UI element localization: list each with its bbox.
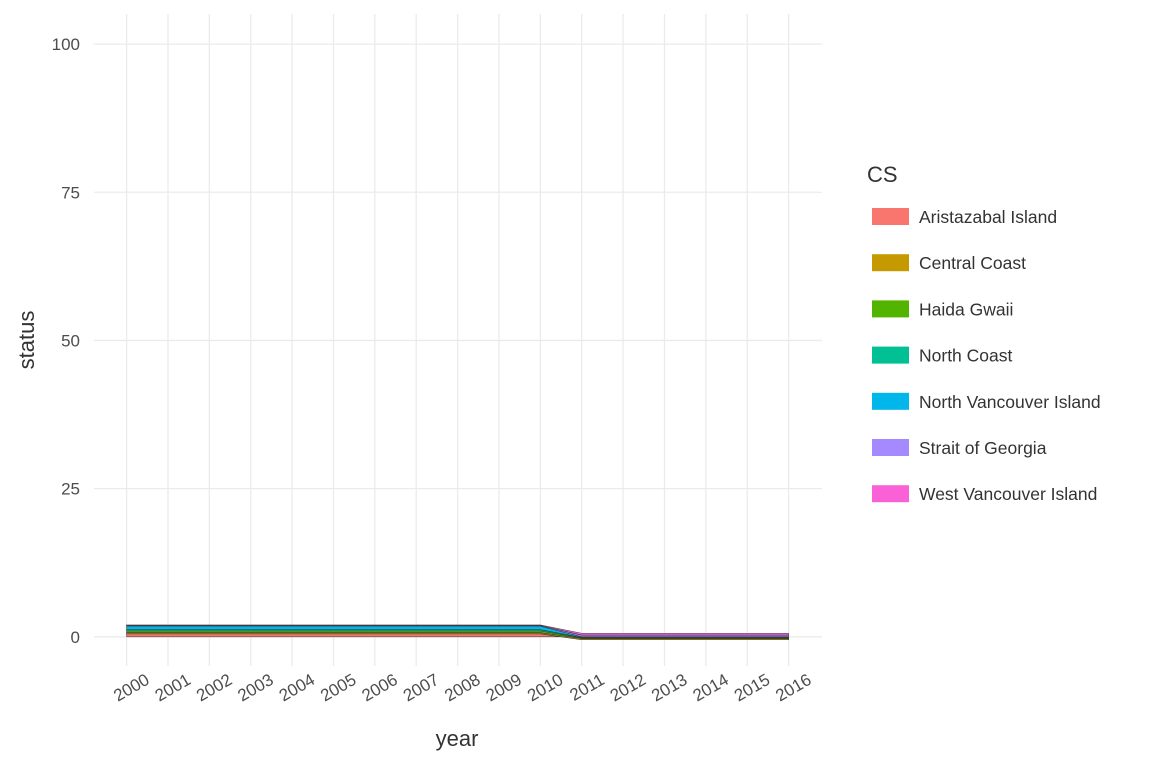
x-tick-label: 2013 xyxy=(648,670,690,705)
legend-label: Aristazabal Island xyxy=(919,207,1057,227)
legend-swatch xyxy=(872,208,909,225)
plot-areas xyxy=(126,624,789,641)
legend-swatch xyxy=(872,300,909,318)
x-tick-label: 2000 xyxy=(110,670,152,705)
x-axis-ticks: 2000 2001 2002 2003 2004 2005 2006 2007 2008 2009… xyxy=(110,670,814,705)
grid xyxy=(94,14,822,666)
y-axis-title: status xyxy=(14,311,39,370)
x-tick-label: 2004 xyxy=(276,670,318,705)
x-tick-label: 2007 xyxy=(400,670,442,705)
x-tick-label: 2003 xyxy=(234,670,276,705)
legend: CS Aristazabal Island Central Coast Haida … xyxy=(867,162,1101,504)
legend-label: West Vancouver Island xyxy=(919,484,1097,504)
x-tick-label: 2016 xyxy=(772,670,814,705)
x-tick-label: 2009 xyxy=(483,670,525,705)
y-tick-label: 100 xyxy=(52,35,80,54)
x-tick-label: 2015 xyxy=(731,670,773,705)
legend-swatch xyxy=(872,254,909,272)
x-tick-label: 2010 xyxy=(524,670,566,705)
legend-label: Haida Gwaii xyxy=(919,299,1013,319)
legend-label: North Coast xyxy=(919,346,1013,366)
legend-swatch xyxy=(872,439,909,456)
x-tick-label: 2001 xyxy=(152,670,194,705)
legend-swatch xyxy=(872,346,909,364)
y-tick-label: 75 xyxy=(61,183,80,202)
legend-swatch xyxy=(872,485,909,503)
legend-label: Central Coast xyxy=(919,253,1026,273)
y-tick-label: 25 xyxy=(61,480,80,499)
x-tick-label: 2012 xyxy=(607,670,649,705)
x-tick-label: 2008 xyxy=(441,670,483,705)
area-west-vancouver-island xyxy=(126,624,789,636)
x-tick-label: 2005 xyxy=(317,670,359,705)
y-tick-label: 0 xyxy=(71,628,80,647)
legend-label: Strait of Georgia xyxy=(919,438,1047,458)
x-tick-label: 2006 xyxy=(359,670,401,705)
x-tick-label: 2002 xyxy=(193,670,235,705)
legend-label: North Vancouver Island xyxy=(919,392,1101,412)
legend-title: CS xyxy=(867,162,898,187)
x-tick-label: 2014 xyxy=(690,670,732,705)
y-axis-ticks: 0 25 50 75 100 xyxy=(52,35,80,647)
x-tick-label: 2011 xyxy=(567,670,608,705)
x-axis-title: year xyxy=(436,726,479,751)
y-tick-label: 50 xyxy=(61,331,80,350)
legend-swatch xyxy=(872,392,909,410)
